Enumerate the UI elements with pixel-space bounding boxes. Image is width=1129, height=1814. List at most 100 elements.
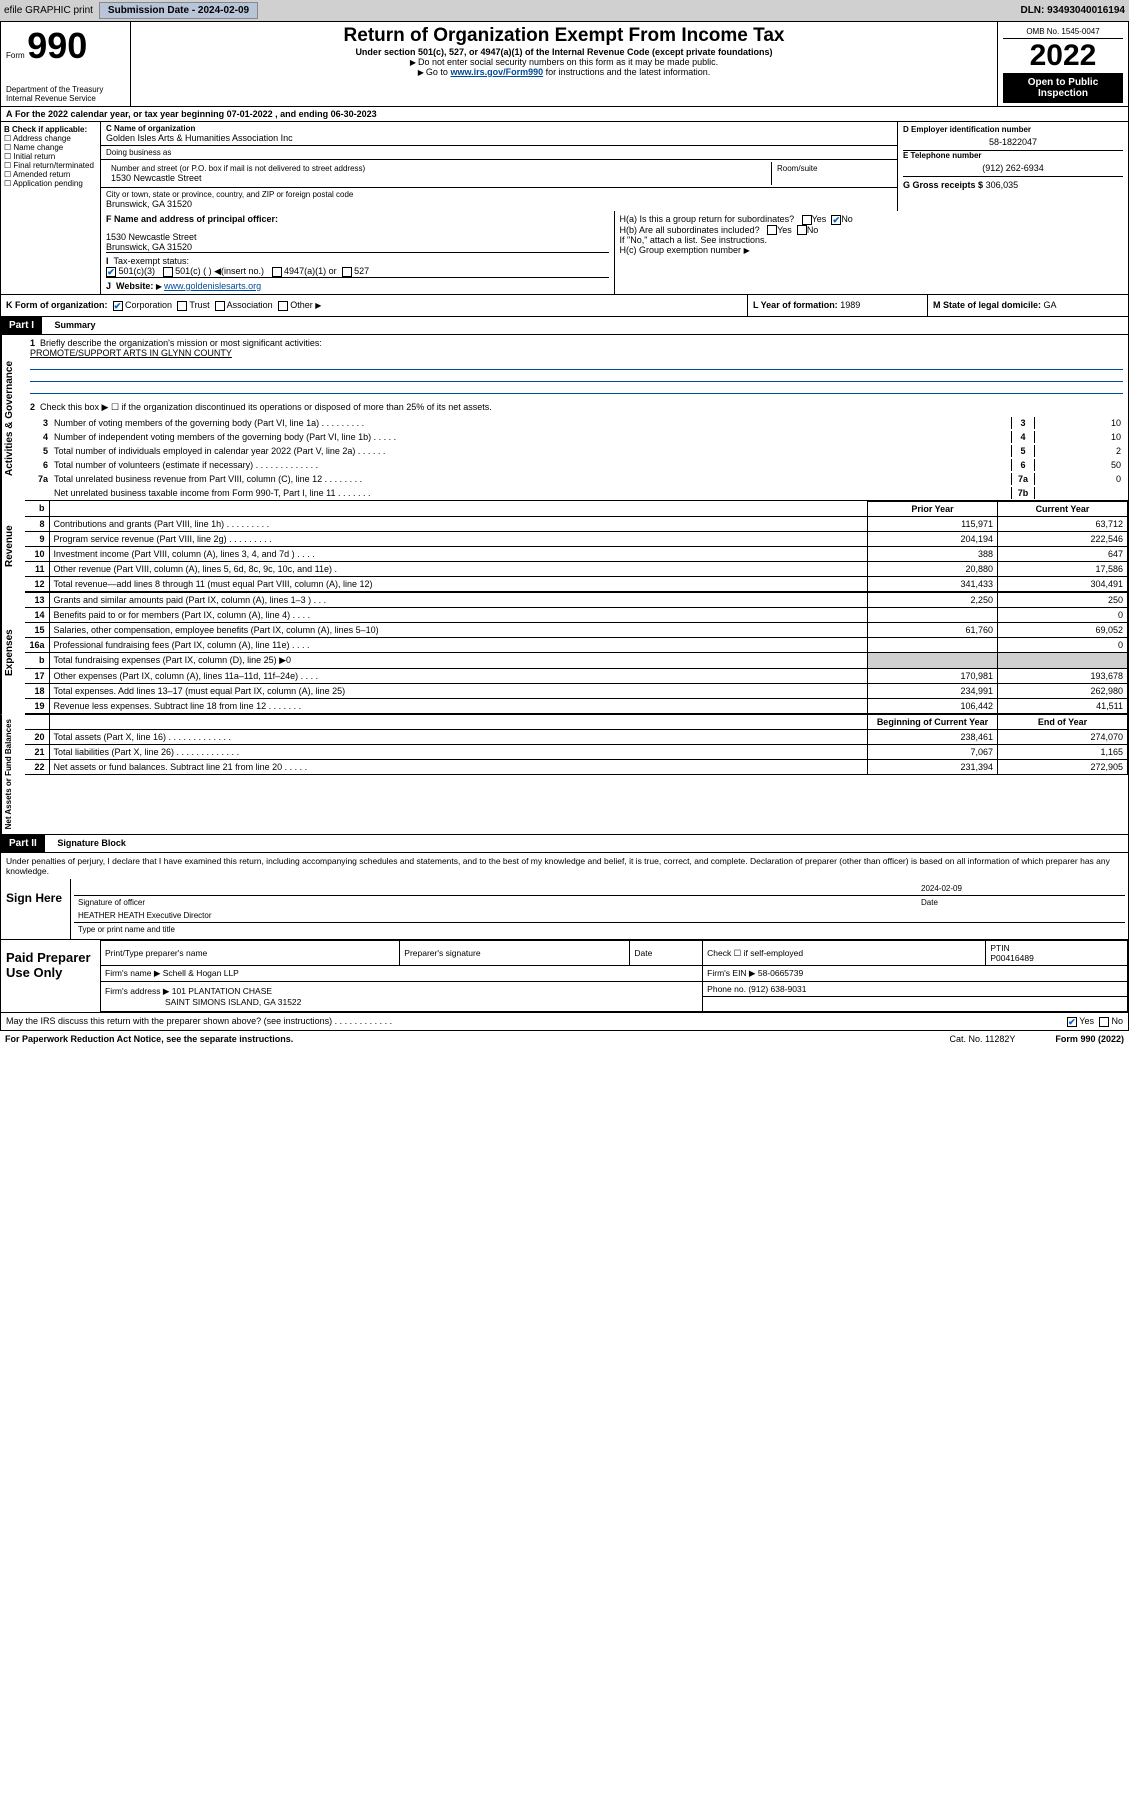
mission-text: PROMOTE/SUPPORT ARTS IN GLYNN COUNTY [30,348,232,358]
org-name-label: C Name of organization [106,124,892,133]
discuss-yes-no: Yes No [1067,1016,1123,1027]
city-label: City or town, state or province, country… [106,190,892,199]
ha-no[interactable] [831,215,841,225]
f-addr2: Brunswick, GA 31520 [106,242,609,252]
self-employed-check[interactable]: Check ☐ if self-employed [703,941,986,966]
header-grid: B Check if applicable: ☐ Address change … [0,122,1129,211]
tax-year-range: For the 2022 calendar year, or tax year … [15,109,377,119]
hb-yes[interactable] [767,225,777,235]
ha-yes[interactable] [802,215,812,225]
declaration-text: Under penalties of perjury, I declare th… [1,853,1128,879]
chk-501c[interactable] [163,267,173,277]
summary-line: 7aTotal unrelated business revenue from … [25,472,1128,486]
col-b-checkboxes: B Check if applicable: ☐ Address change … [1,122,101,211]
cat-no: Cat. No. 11282Y [950,1034,1016,1044]
table-row: 18Total expenses. Add lines 13–17 (must … [25,683,1128,698]
chk-trust[interactable] [177,301,187,311]
row-k: K Form of organization: Corporation Trus… [1,295,748,316]
row-l: L Year of formation: 1989 [748,295,928,316]
org-name: Golden Isles Arts & Humanities Associati… [106,133,892,143]
table-row: 14Benefits paid to or for members (Part … [25,607,1128,622]
begin-year-header: Beginning of Current Year [868,714,998,729]
vlabel-expenses: Expenses [1,592,25,714]
phone-value: (912) 262-6934 [903,160,1123,176]
chk-amended[interactable]: ☐ Amended return [4,170,97,179]
m-label: M State of legal domicile: [933,300,1041,310]
gross-receipts: G Gross receipts $ 306,035 [903,176,1123,190]
city-value: Brunswick, GA 31520 [106,199,892,209]
chk-name-change[interactable]: ☐ Name change [4,143,97,152]
discuss-no[interactable] [1099,1017,1109,1027]
lbl-insert: (insert no.) [221,266,264,276]
chk-assoc[interactable] [215,301,225,311]
firm-name-row: Firm's name ▶ Schell & Hogan LLP [101,966,703,982]
f-label: F Name and address of principal officer: [106,214,609,224]
irs-link[interactable]: www.irs.gov/Form990 [450,67,543,77]
part-i-summary: Part I Summary Activities & Governance 1… [0,317,1129,835]
chk-final-return[interactable]: ☐ Final return/terminated [4,161,97,170]
paid-preparer-label: Paid Preparer Use Only [1,940,101,1012]
lbl-4947: 4947(a)(1) or [284,266,337,276]
line2-text: Check this box ▶ ☐ if the organization d… [40,402,492,412]
hb-no[interactable] [797,225,807,235]
line2-num: 2 [30,402,35,412]
top-bar: efile GRAPHIC print Submission Date - 20… [0,0,1129,21]
revenue-table: b Prior Year Current Year 8Contributions… [25,501,1128,592]
col-b-continued [1,211,101,294]
mission-line [30,360,1123,370]
submission-date-button[interactable]: Submission Date - 2024-02-09 [99,2,258,19]
addr-value: 1530 Newcastle Street [111,173,766,183]
chk-application-pending[interactable]: ☐ Application pending [4,179,97,188]
row-klm: K Form of organization: Corporation Trus… [0,295,1129,317]
preparer-table: Print/Type preparer's name Preparer's si… [101,940,1128,1012]
form-id-cell: Form 990 Department of the Treasury Inte… [1,22,131,106]
chk-4947[interactable] [272,267,282,277]
form-prefix: Form [6,51,25,60]
title-cell: Return of Organization Exempt From Incom… [131,22,998,106]
part-i-title: Summary [45,317,106,333]
lbl-527: 527 [354,266,369,276]
goto-suffix: for instructions and the latest informat… [543,67,710,77]
chk-other[interactable] [278,301,288,311]
table-row: 19Revenue less expenses. Subtract line 1… [25,698,1128,713]
addr-label: Number and street (or P.O. box if mail i… [111,164,766,173]
line-2: 2 Check this box ▶ ☐ if the organization… [25,399,1128,416]
line1-label: Briefly describe the organization's miss… [40,338,322,348]
discuss-row: May the IRS discuss this return with the… [0,1013,1129,1031]
tax-year: 2022 [1003,39,1123,73]
website-link[interactable]: www.goldenislesarts.org [164,281,261,291]
chk-address-change[interactable]: ☐ Address change [4,134,97,143]
firm-phone: (912) 638-9031 [748,984,806,994]
mission-line [30,372,1123,382]
hb-label: H(b) Are all subordinates included? [620,225,760,235]
ha-row: H(a) Is this a group return for subordin… [620,214,1124,225]
form-header: Form 990 Department of the Treasury Inte… [0,21,1129,107]
table-row: 21Total liabilities (Part X, line 26) . … [25,744,1128,759]
gross-label: G Gross receipts $ [903,180,983,190]
sig-officer-field[interactable] [78,884,921,893]
vlabel-netassets: Net Assets or Fund Balances [1,714,25,834]
hb-note: If "No," attach a list. See instructions… [620,235,1124,245]
end-year-header: End of Year [998,714,1128,729]
part-ii-title: Signature Block [47,835,136,851]
chk-501c3[interactable] [106,267,116,277]
discuss-yes[interactable] [1067,1017,1077,1027]
summary-line: 6Total number of volunteers (estimate if… [25,458,1128,472]
row-m: M State of legal domicile: GA [928,295,1128,316]
vlabel-revenue: Revenue [1,501,25,592]
efile-label: efile GRAPHIC print [4,5,93,16]
lbl-501c3: 501(c)(3) [119,266,156,276]
part-ii-header: Part II [1,835,45,852]
chk-corp[interactable] [113,301,123,311]
table-row: 10Investment income (Part VIII, column (… [25,546,1128,561]
firm-addr2: SAINT SIMONS ISLAND, GA 31522 [165,997,301,1007]
ein-value: 58-1822047 [903,134,1123,150]
netassets-table: Beginning of Current Year End of Year 20… [25,714,1128,775]
omb-number: OMB No. 1545-0047 [1003,25,1123,39]
summary-line: 3Number of voting members of the governi… [25,416,1128,430]
discuss-label: May the IRS discuss this return with the… [6,1016,1067,1027]
chk-initial-return[interactable]: ☐ Initial return [4,152,97,161]
dept-label: Department of the Treasury [6,85,125,94]
current-year-header: Current Year [998,501,1128,516]
chk-527[interactable] [342,267,352,277]
